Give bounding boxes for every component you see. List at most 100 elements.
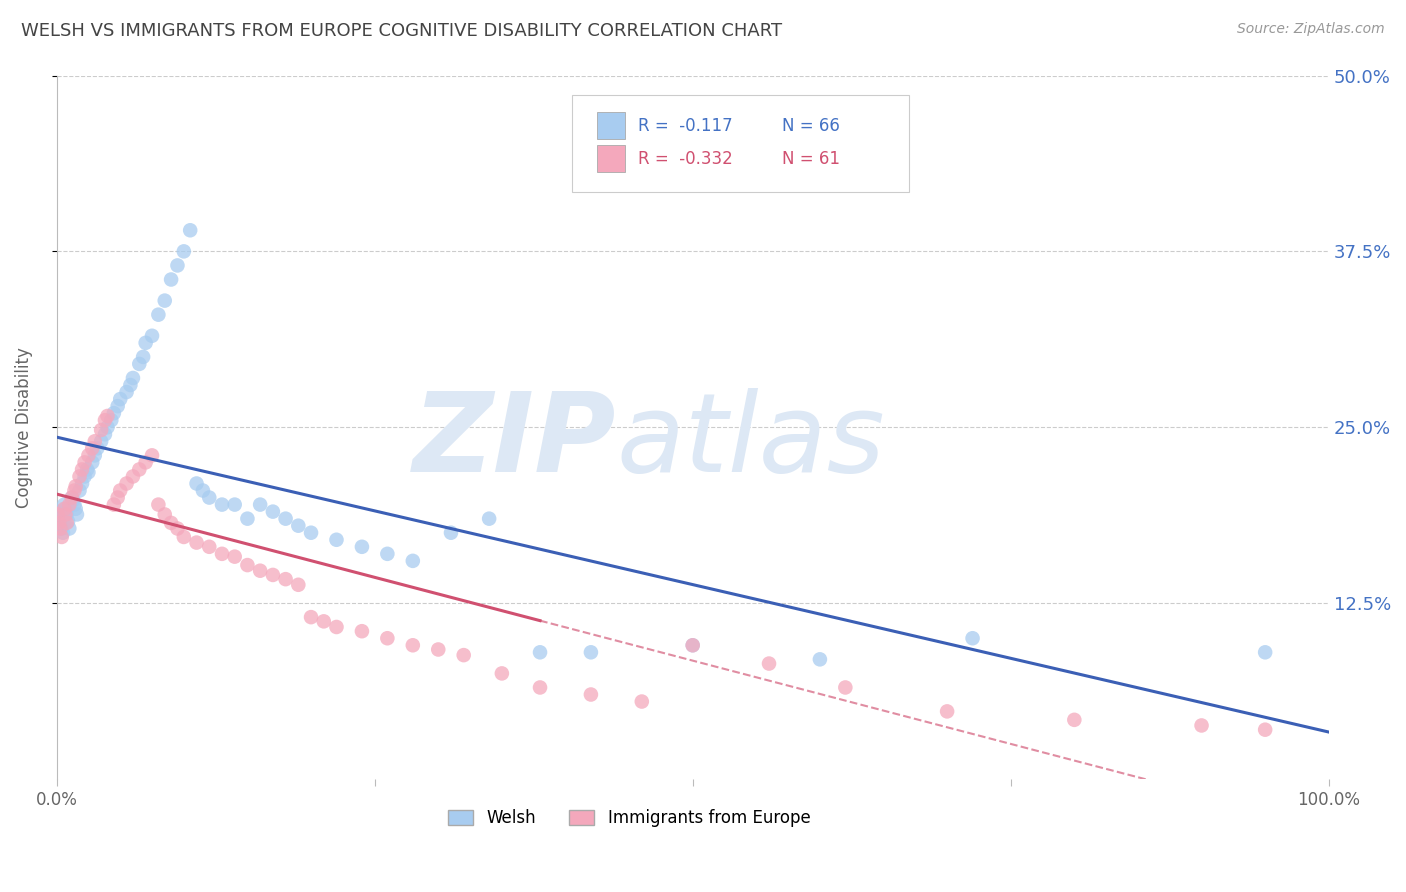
Point — [491, 666, 513, 681]
Point — [1063, 713, 1085, 727]
Point — [65, 479, 87, 493]
Point — [66, 508, 89, 522]
Point — [529, 681, 551, 695]
Point — [402, 554, 425, 568]
Point — [83, 448, 105, 462]
Point — [90, 423, 112, 437]
Point — [186, 535, 208, 549]
Point — [350, 624, 373, 639]
Point — [160, 272, 183, 286]
Point — [73, 469, 96, 483]
Legend: Welsh, Immigrants from Europe: Welsh, Immigrants from Europe — [441, 803, 817, 834]
Point — [51, 530, 73, 544]
Point — [96, 409, 118, 423]
Point — [236, 511, 259, 525]
Point — [76, 462, 98, 476]
Point — [249, 564, 271, 578]
Point — [58, 498, 80, 512]
Point — [211, 498, 233, 512]
Point — [82, 442, 104, 456]
Point — [53, 498, 76, 512]
Point — [579, 688, 602, 702]
Point — [179, 223, 201, 237]
Point — [402, 638, 425, 652]
Point — [325, 620, 347, 634]
Point — [69, 469, 91, 483]
Point — [478, 511, 501, 525]
Point — [103, 498, 125, 512]
Point — [46, 508, 69, 522]
Point — [70, 476, 93, 491]
Point — [160, 516, 183, 530]
Point — [141, 448, 163, 462]
Point — [1254, 645, 1277, 659]
Point — [60, 491, 83, 505]
Point — [236, 558, 259, 573]
Point — [58, 521, 80, 535]
Point — [46, 505, 69, 519]
Text: N = 66: N = 66 — [782, 117, 839, 136]
Point — [110, 392, 132, 406]
Point — [1191, 718, 1213, 732]
Point — [630, 694, 652, 708]
Point — [325, 533, 347, 547]
Point — [186, 476, 208, 491]
Point — [49, 518, 72, 533]
Point — [56, 516, 79, 530]
Point — [211, 547, 233, 561]
Point — [122, 371, 145, 385]
Point — [427, 642, 450, 657]
FancyBboxPatch shape — [598, 112, 626, 139]
Point — [48, 516, 70, 530]
Point — [135, 455, 157, 469]
Point — [350, 540, 373, 554]
Point — [808, 652, 831, 666]
Point — [224, 549, 246, 564]
Point — [48, 511, 70, 525]
Text: N = 61: N = 61 — [782, 150, 839, 169]
Point — [287, 518, 309, 533]
Point — [63, 498, 86, 512]
Point — [51, 521, 73, 535]
Point — [153, 508, 176, 522]
Point — [141, 328, 163, 343]
Point — [962, 632, 984, 646]
Point — [132, 350, 155, 364]
Point — [440, 525, 463, 540]
Point — [62, 493, 84, 508]
Point — [148, 308, 170, 322]
Point — [166, 259, 188, 273]
Point — [166, 521, 188, 535]
Point — [224, 498, 246, 512]
Point — [173, 244, 195, 259]
Point — [65, 501, 87, 516]
Point — [758, 657, 780, 671]
Point — [77, 465, 100, 479]
Point — [115, 385, 138, 400]
Point — [73, 455, 96, 469]
Point — [198, 540, 221, 554]
Point — [287, 578, 309, 592]
Text: WELSH VS IMMIGRANTS FROM EUROPE COGNITIVE DISABILITY CORRELATION CHART: WELSH VS IMMIGRANTS FROM EUROPE COGNITIV… — [21, 22, 782, 40]
Point — [56, 508, 79, 522]
Point — [86, 442, 108, 456]
FancyBboxPatch shape — [572, 95, 908, 192]
Point — [579, 645, 602, 659]
Point — [148, 498, 170, 512]
Point — [262, 505, 284, 519]
Point — [53, 501, 76, 516]
Point — [377, 547, 399, 561]
Point — [90, 434, 112, 449]
Point — [82, 455, 104, 469]
Point — [110, 483, 132, 498]
Point — [198, 491, 221, 505]
Point — [55, 508, 77, 522]
Text: atlas: atlas — [616, 388, 884, 495]
Y-axis label: Cognitive Disability: Cognitive Disability — [15, 347, 32, 508]
Point — [299, 610, 322, 624]
Point — [107, 399, 129, 413]
Point — [682, 638, 704, 652]
Point — [274, 572, 297, 586]
Point — [77, 448, 100, 462]
Point — [56, 515, 79, 529]
